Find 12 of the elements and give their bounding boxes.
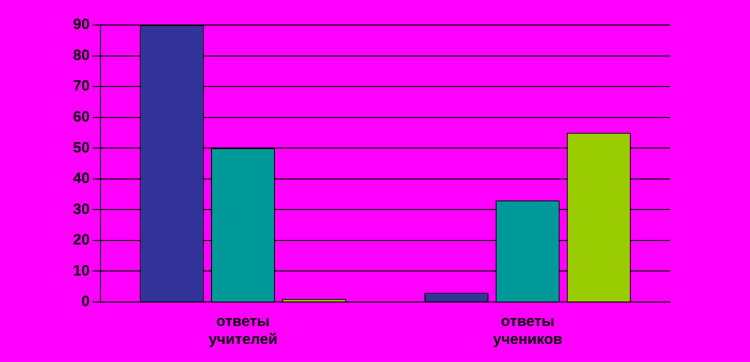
y-tick-label: 70 [72, 78, 90, 95]
y-tick-label: 0 [81, 293, 90, 310]
y-tick-label: 50 [72, 139, 90, 156]
y-tick-label: 80 [72, 46, 90, 64]
y-tick-label: 10 [72, 262, 90, 280]
x-tick-label: ответы учеников [492, 313, 562, 348]
y-tick-label: 90 [72, 16, 90, 34]
x-tick-label: ответы учителей [208, 313, 278, 348]
y-tick-label: 60 [72, 108, 90, 126]
y-tick-label: 30 [72, 200, 90, 218]
y-tick-label: 20 [72, 232, 90, 249]
y-tick-label: 40 [72, 170, 90, 188]
